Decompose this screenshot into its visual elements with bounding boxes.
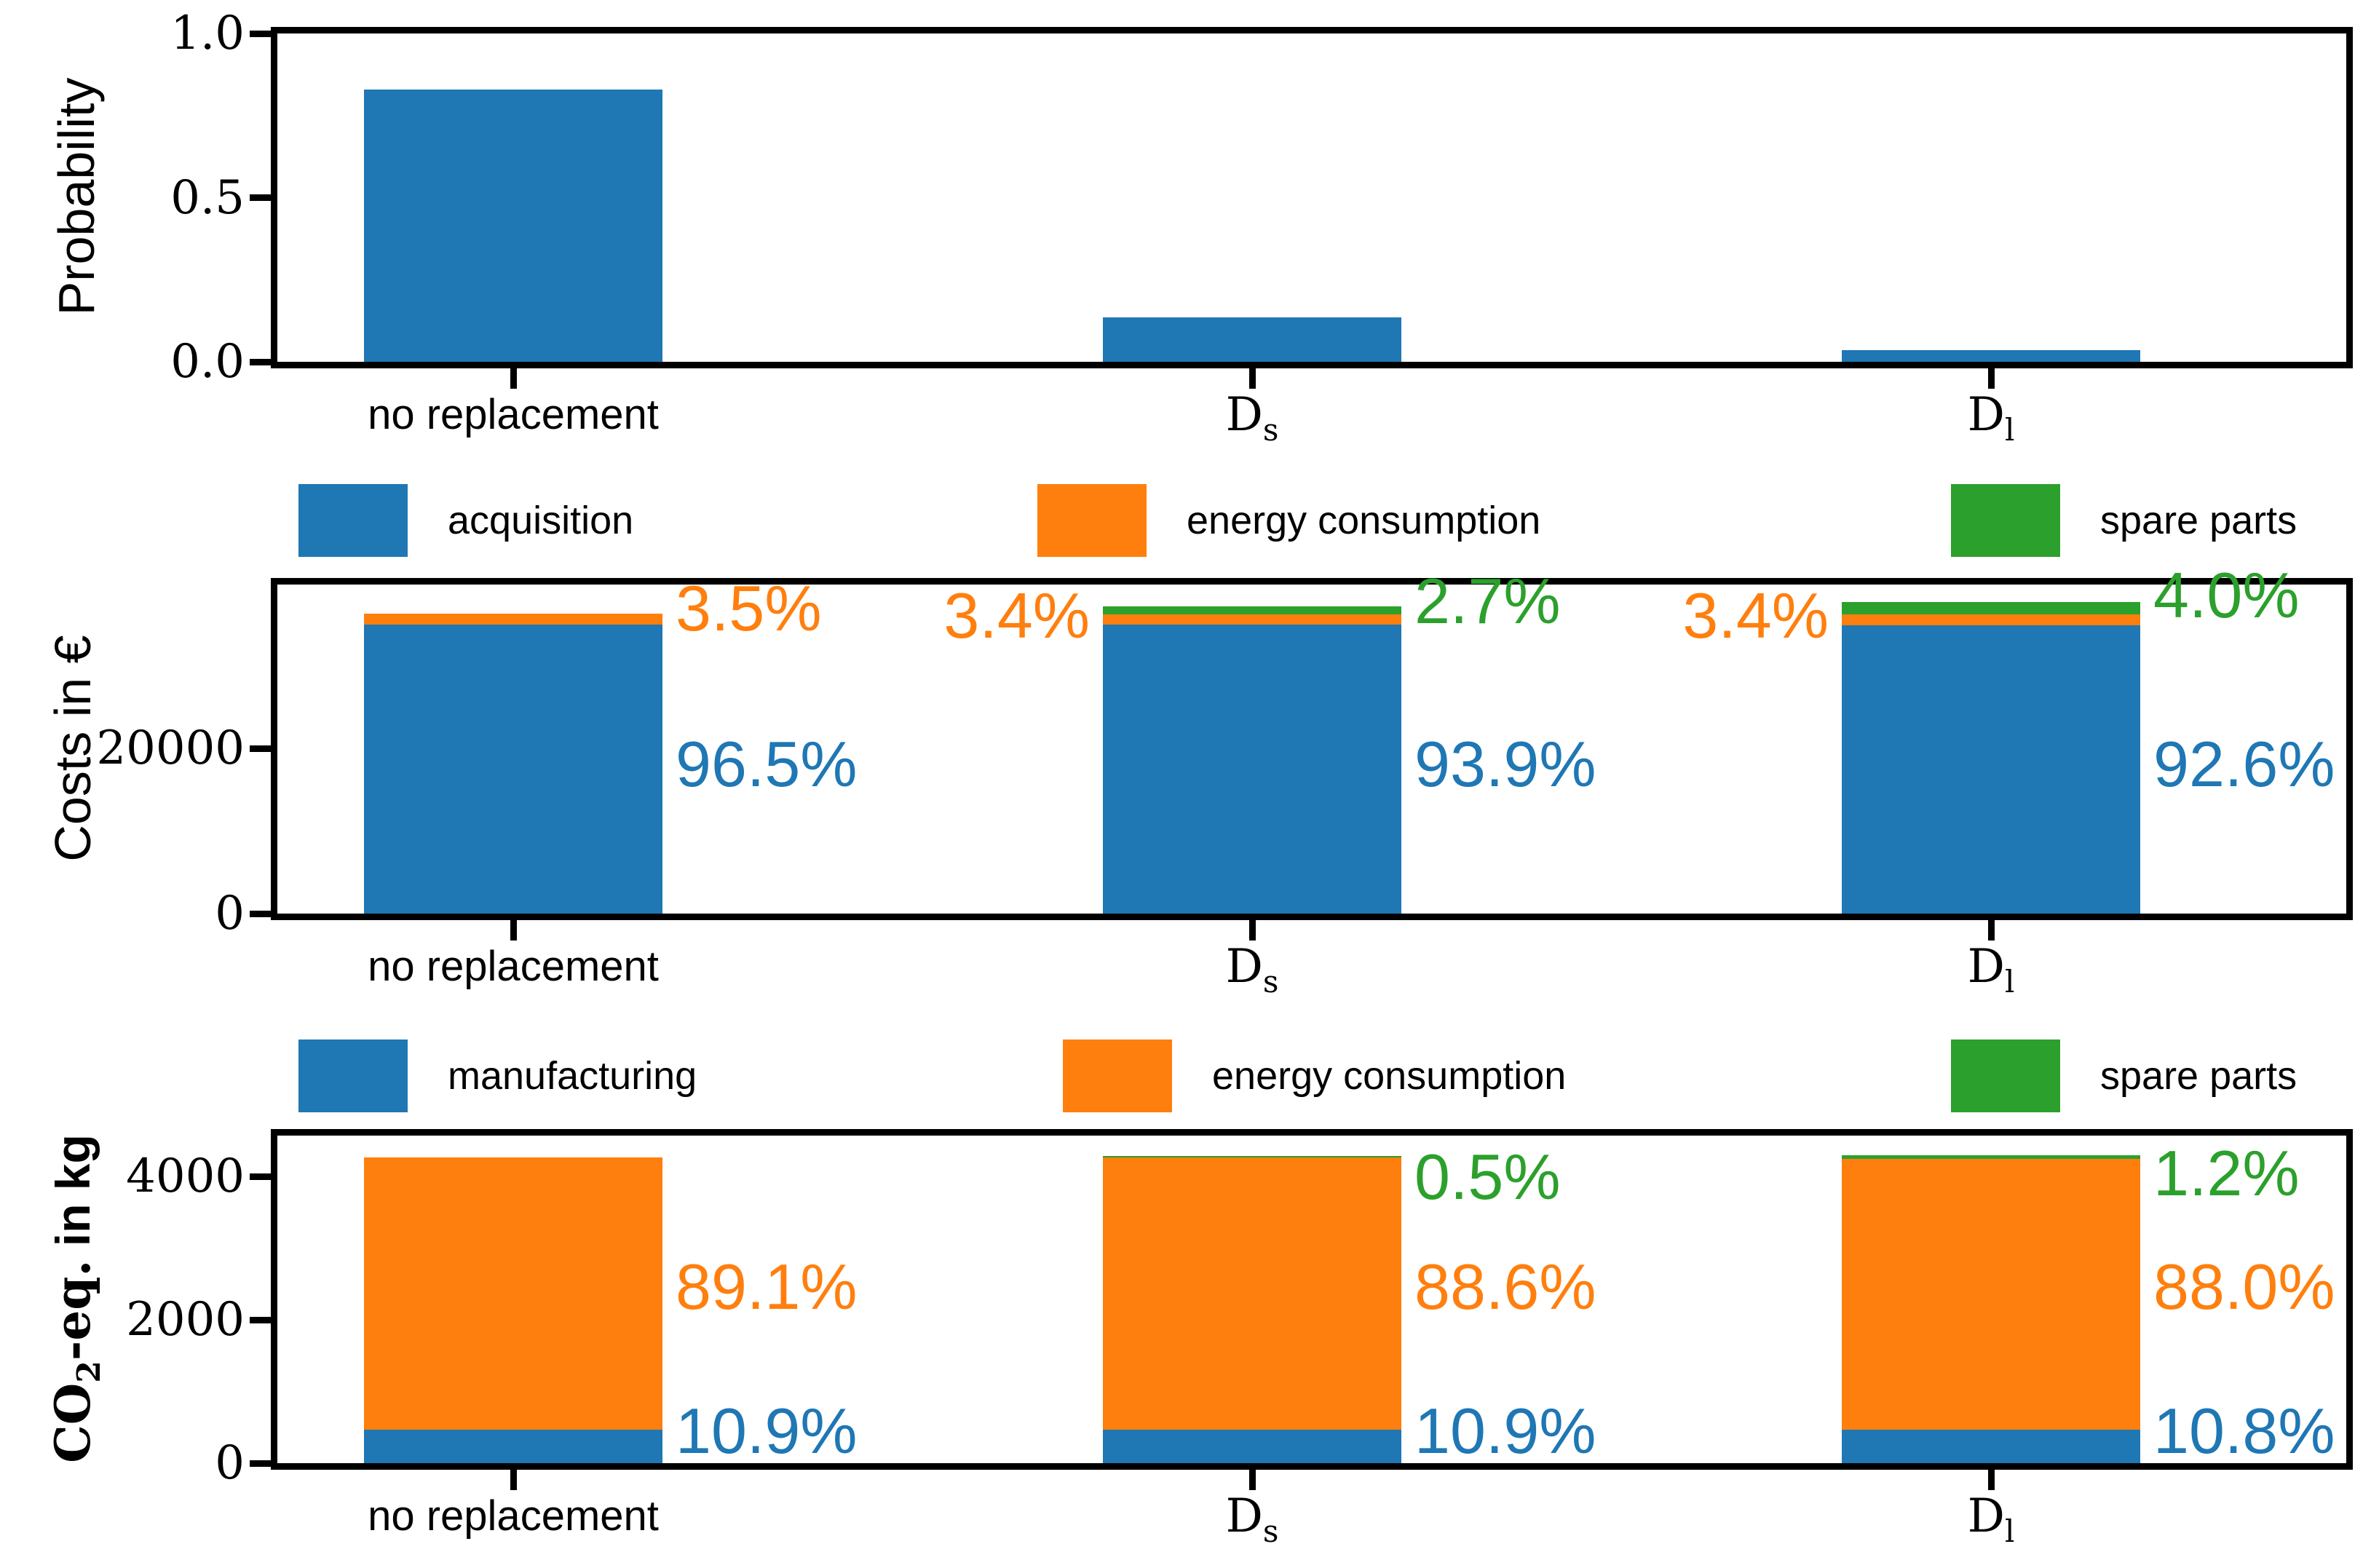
y-tick-label-20000: 20000 [96, 721, 245, 775]
x-tick-label-d-l: Dl [1663, 1493, 2319, 1549]
pct-label-d-s-energy-consumption: 88.6% [1414, 1251, 1596, 1323]
x-tick-no-replacement [510, 1470, 517, 1490]
x-tick-d-s [1248, 368, 1256, 389]
category-main: D [1225, 388, 1263, 442]
pct-label-no-replacement-acquisition: 96.5% [676, 728, 858, 800]
pct-label-d-s-energy-consumption: 3.4% [943, 579, 1090, 652]
y-tick-0.5 [250, 194, 271, 201]
pct-label-d-s-manufacturing: 10.9% [1414, 1395, 1596, 1467]
category-main: D [1225, 1489, 1263, 1543]
bar-no-replacement-acquisition-segment [364, 624, 662, 914]
x-tick-label-d-s: Ds [925, 392, 1580, 448]
bar-d-l-energy-consumption-segment [1842, 1158, 2140, 1430]
x-tick-d-s [1248, 1470, 1256, 1490]
x-tick-no-replacement [510, 368, 517, 389]
y-tick-1.0 [250, 30, 271, 37]
category-subscript: s [1262, 1513, 1279, 1549]
bar-no-replacement-manufacturing-segment [364, 1430, 662, 1463]
legend-label-energy-consumption: energy consumption [1187, 499, 1541, 542]
bar-d-l-acquisition-segment [1842, 625, 2140, 914]
bar-d-s-probability-segment [1103, 317, 1401, 362]
y-tick-0 [250, 910, 271, 917]
legend-label-manufacturing: manufacturing [448, 1054, 697, 1098]
y-tick-label-2000: 2000 [126, 1293, 245, 1347]
category-main: D [1225, 940, 1263, 994]
co2-chart-plot-area [271, 1129, 2353, 1470]
y-tick-4000 [250, 1173, 271, 1180]
y-tick-label-0.0: 0.0 [170, 335, 245, 389]
pct-label-no-replacement-manufacturing: 10.9% [676, 1395, 858, 1467]
bar-d-s-acquisition-segment [1103, 625, 1401, 914]
y-tick-label-4000: 4000 [126, 1149, 245, 1203]
category-subscript: l [2004, 1513, 2015, 1549]
legend-swatch-energy-consumption [1063, 1040, 1172, 1112]
bar-d-s-spare-parts-segment [1103, 606, 1401, 614]
legend-label-spare-parts: spare parts [2100, 499, 2297, 542]
costs-chart-plot-area [271, 578, 2353, 920]
y-tick-0 [250, 1460, 271, 1467]
y-tick-20000 [250, 745, 271, 752]
bar-d-l-energy-consumption-segment [1842, 614, 2140, 625]
x-tick-label-d-s: Ds [925, 940, 1580, 999]
x-tick-label-d-l: Dl [1663, 392, 2319, 448]
bar-d-s-energy-consumption-segment [1103, 614, 1401, 625]
pct-label-d-l-manufacturing: 10.8% [2153, 1395, 2335, 1467]
x-tick-label-no-replacement: no replacement [368, 391, 659, 438]
x-tick-no-replacement [510, 920, 517, 941]
y-tick-2000 [250, 1316, 271, 1323]
pct-label-d-l-energy-consumption: 88.0% [2153, 1251, 2335, 1323]
bar-d-l-spare-parts-segment [1842, 602, 2140, 615]
bar-d-l-manufacturing-segment [1842, 1430, 2140, 1463]
pct-label-d-l-energy-consumption: 3.4% [1682, 579, 1829, 652]
bar-no-replacement-energy-consumption-segment [364, 1157, 662, 1430]
y-tick-0.0 [250, 358, 271, 365]
x-tick-d-l [1987, 920, 1995, 941]
category-subscript: l [2004, 412, 2015, 448]
legend-label-energy-consumption: energy consumption [1212, 1054, 1567, 1098]
bar-d-s-manufacturing-segment [1103, 1430, 1401, 1463]
y-tick-label-0: 0 [215, 887, 245, 941]
category-subscript: s [1262, 412, 1279, 448]
pct-label-d-s-acquisition: 93.9% [1414, 728, 1596, 800]
bar-d-s-energy-consumption-segment [1103, 1157, 1401, 1430]
bar-d-l-probability-segment [1842, 350, 2140, 362]
x-tick-label-d-s: Ds [925, 1493, 1580, 1549]
legend-label-acquisition: acquisition [448, 499, 634, 542]
legend-swatch-spare-parts [1951, 1040, 2060, 1112]
legend-swatch-spare-parts [1951, 484, 2060, 557]
x-tick-label-no-replacement: no replacement [368, 943, 659, 990]
pct-label-d-l-spare-parts: 4.0% [2153, 559, 2300, 631]
x-tick-d-l [1987, 1470, 1995, 1490]
pct-label-d-l-spare-parts: 1.2% [2153, 1137, 2300, 1209]
x-tick-d-s [1248, 920, 1256, 941]
pct-label-no-replacement-energy-consumption: 89.1% [676, 1251, 858, 1323]
bar-no-replacement-probability-segment [364, 89, 662, 362]
legend-swatch-acquisition [298, 484, 408, 557]
category-main: D [1967, 940, 2005, 994]
legend-swatch-energy-consumption [1037, 484, 1147, 557]
bar-d-s-spare-parts-segment [1103, 1156, 1401, 1158]
x-tick-d-l [1987, 368, 1995, 389]
probability-chart-plot-area [271, 27, 2353, 368]
category-main: D [1967, 388, 2005, 442]
category-subscript: s [1262, 964, 1279, 999]
legend-swatch-manufacturing [298, 1040, 408, 1112]
pct-label-d-s-spare-parts: 2.7% [1414, 565, 1561, 637]
x-tick-label-no-replacement: no replacement [368, 1492, 659, 1540]
x-tick-label-d-l: Dl [1663, 940, 2319, 999]
pct-label-no-replacement-energy-consumption: 3.5% [676, 572, 822, 644]
category-subscript: l [2004, 964, 2015, 999]
pct-label-d-s-spare-parts: 0.5% [1414, 1141, 1561, 1213]
y-tick-label-1.0: 1.0 [170, 7, 245, 60]
bar-no-replacement-energy-consumption-segment [364, 614, 662, 625]
bar-d-l-spare-parts-segment [1842, 1155, 2140, 1159]
category-main: D [1967, 1489, 2005, 1543]
co2-label-subscript-2: 2 [71, 1361, 108, 1383]
y-tick-label-0: 0 [215, 1436, 245, 1490]
y-tick-label-0.5: 0.5 [170, 170, 245, 225]
pct-label-d-l-acquisition: 92.6% [2153, 728, 2335, 800]
legend-label-spare-parts: spare parts [2100, 1054, 2297, 1098]
